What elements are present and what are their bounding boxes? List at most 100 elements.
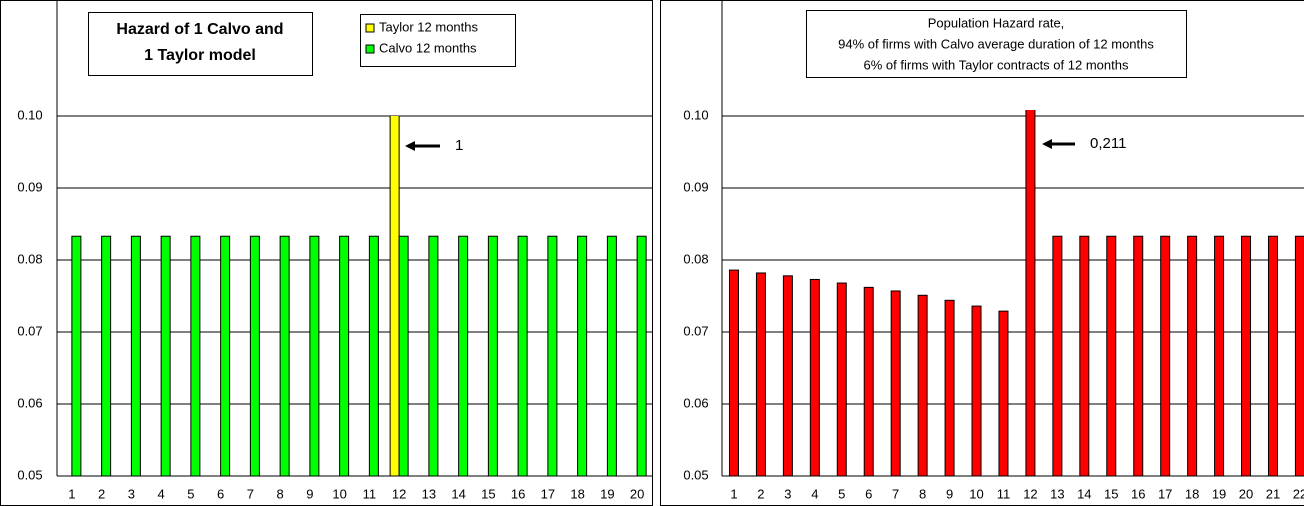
chart-title: Hazard of 1 Calvo and xyxy=(116,21,283,38)
bar xyxy=(1106,235,1117,476)
x-tick-label: 4 xyxy=(158,486,165,501)
bar xyxy=(944,299,955,476)
bar xyxy=(517,235,528,476)
bar xyxy=(1294,235,1304,476)
bar xyxy=(1025,110,1036,476)
x-tick-label: 19 xyxy=(600,486,614,501)
y-tick-label: 0.06 xyxy=(683,395,708,410)
x-tick-label: 12 xyxy=(392,486,406,501)
bar xyxy=(547,235,558,476)
x-tick-label: 6 xyxy=(865,486,872,501)
x-tick-label: 2 xyxy=(98,486,105,501)
chart-title: 6% of firms with Taylor contracts of 12 … xyxy=(864,57,1129,72)
bar xyxy=(1241,235,1252,476)
bars xyxy=(71,116,647,476)
y-tick-label: 0.10 xyxy=(683,107,708,122)
bars xyxy=(728,110,1304,476)
bar xyxy=(190,235,201,476)
bar xyxy=(836,282,847,476)
bar xyxy=(309,235,320,476)
x-tick-label: 12 xyxy=(1023,486,1037,501)
bar xyxy=(1187,235,1198,476)
title-box xyxy=(88,12,313,76)
x-tick-label: 17 xyxy=(541,486,555,501)
x-tick-label: 13 xyxy=(422,486,436,501)
x-tick-label: 22 xyxy=(1293,486,1304,501)
x-tick-label: 20 xyxy=(1239,486,1253,501)
x-tick-label: 7 xyxy=(892,486,899,501)
bar xyxy=(398,235,409,476)
annotation-label: 0,211 xyxy=(1090,135,1126,152)
legend-box xyxy=(360,14,516,67)
x-tick-label: 9 xyxy=(306,486,313,501)
x-tick-label: 4 xyxy=(811,486,818,501)
x-tick-label: 8 xyxy=(919,486,926,501)
x-tick-label: 20 xyxy=(630,486,644,501)
legend-swatch xyxy=(365,44,375,54)
bar xyxy=(890,290,901,476)
bar xyxy=(220,235,231,476)
y-tick-label: 0.08 xyxy=(683,251,708,266)
chart-title: 94% of firms with Calvo average duration… xyxy=(838,36,1154,51)
bar xyxy=(998,310,1009,476)
y-tick-label: 0.08 xyxy=(17,251,42,266)
bar xyxy=(487,235,498,476)
x-tick-label: 2 xyxy=(757,486,764,501)
bar xyxy=(728,269,739,476)
x-tick-label: 8 xyxy=(277,486,284,501)
x-tick-label: 6 xyxy=(217,486,224,501)
x-tick-label: 3 xyxy=(128,486,135,501)
x-tick-label: 19 xyxy=(1212,486,1226,501)
x-tick-label: 5 xyxy=(838,486,845,501)
x-tick-label: 5 xyxy=(187,486,194,501)
bar xyxy=(389,116,400,476)
x-tick-label: 21 xyxy=(1266,486,1280,501)
x-tick-label: 11 xyxy=(363,486,377,501)
x-tick-label: 14 xyxy=(1077,486,1091,501)
bar xyxy=(160,235,171,476)
x-tick-label: 7 xyxy=(247,486,254,501)
y-tick-label: 0.07 xyxy=(683,323,708,338)
x-tick-label: 10 xyxy=(969,486,983,501)
bar xyxy=(458,235,469,476)
x-tick-label: 9 xyxy=(946,486,953,501)
x-tick-label: 15 xyxy=(1104,486,1118,501)
bar xyxy=(863,286,874,476)
y-tick-label: 0.07 xyxy=(17,323,42,338)
bar xyxy=(755,272,766,476)
y-tick-label: 0.09 xyxy=(683,179,708,194)
x-tick-label: 17 xyxy=(1158,486,1172,501)
chart-title: Population Hazard rate, xyxy=(928,15,1065,30)
y-tick-label: 0.06 xyxy=(17,395,42,410)
bar xyxy=(577,235,588,476)
bar xyxy=(249,235,260,476)
bar xyxy=(809,278,820,476)
bar xyxy=(339,235,350,476)
bar xyxy=(917,294,928,476)
x-tick-label: 14 xyxy=(451,486,465,501)
bar xyxy=(130,235,141,476)
y-tick-label: 0.09 xyxy=(17,179,42,194)
chart-title: 1 Taylor model xyxy=(144,47,256,64)
bar xyxy=(636,235,647,476)
bar xyxy=(971,305,982,476)
x-tick-label: 15 xyxy=(481,486,495,501)
legend-swatch xyxy=(365,23,375,33)
x-tick-label: 11 xyxy=(997,486,1011,501)
bar xyxy=(279,235,290,476)
x-tick-label: 1 xyxy=(730,486,737,501)
bar xyxy=(368,235,379,476)
bar xyxy=(1133,235,1144,476)
y-tick-label: 0.05 xyxy=(17,467,42,482)
bar xyxy=(1052,235,1063,476)
x-tick-label: 18 xyxy=(1185,486,1199,501)
annotation-label: 1 xyxy=(455,137,463,154)
bar xyxy=(428,235,439,476)
bar xyxy=(606,235,617,476)
bar xyxy=(101,235,112,476)
x-tick-label: 16 xyxy=(1131,486,1145,501)
y-tick-label: 0.05 xyxy=(683,467,708,482)
bar xyxy=(71,235,82,476)
x-tick-label: 3 xyxy=(784,486,791,501)
annotation-arrowhead xyxy=(405,141,415,151)
